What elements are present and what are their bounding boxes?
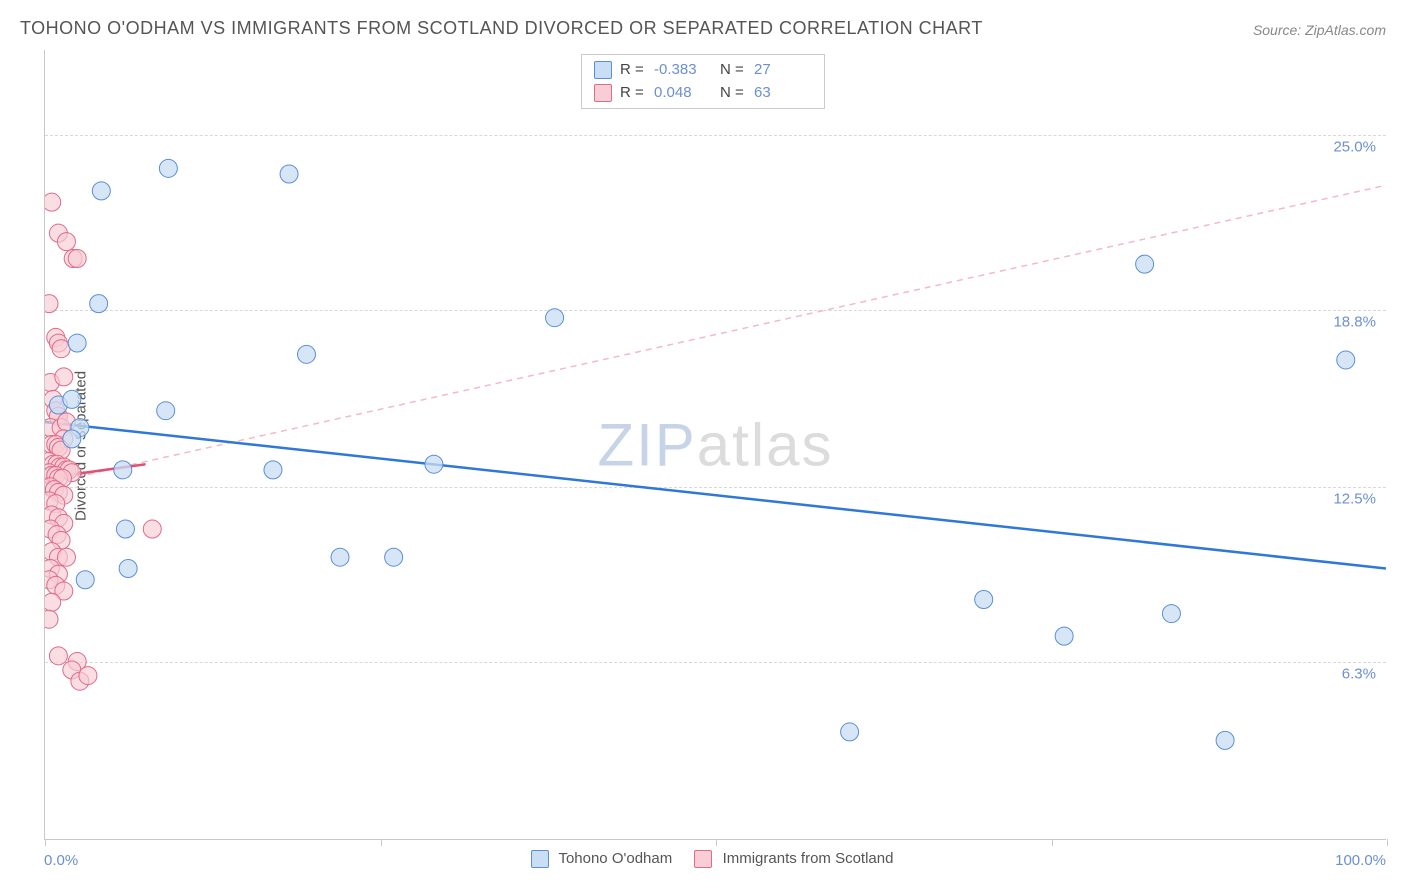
x-tick	[1052, 839, 1053, 846]
stat-tohono-R: -0.383	[654, 59, 712, 82]
legend-label-scotland: Immigrants from Scotland	[723, 850, 894, 867]
stat-R-label: R =	[620, 59, 646, 82]
stat-tohono-N: 27	[754, 59, 812, 82]
stat-row-tohono: R = -0.383 N = 27	[594, 59, 812, 82]
x-tick	[716, 839, 717, 846]
legend-swatch-scotland-icon	[694, 850, 712, 868]
stat-N-label: N =	[720, 59, 746, 82]
bottom-legend: Tohono O'odham Immigrants from Scotland	[0, 850, 1406, 868]
scatter-plot-svg	[45, 50, 1386, 839]
swatch-tohono-icon	[594, 61, 612, 79]
stat-R-label2: R =	[620, 82, 646, 105]
chart-title: TOHONO O'ODHAM VS IMMIGRANTS FROM SCOTLA…	[20, 18, 983, 39]
stat-row-scotland: R = 0.048 N = 63	[594, 82, 812, 105]
x-tick	[1387, 839, 1388, 846]
legend-label-tohono: Tohono O'odham	[558, 850, 672, 867]
x-tick	[381, 839, 382, 846]
stat-scotland-N: 63	[754, 82, 812, 105]
swatch-scotland-icon	[594, 84, 612, 102]
stat-scotland-R: 0.048	[654, 82, 712, 105]
chart-source: Source: ZipAtlas.com	[1253, 22, 1386, 38]
chart-container: TOHONO O'ODHAM VS IMMIGRANTS FROM SCOTLA…	[0, 0, 1406, 892]
stat-legend: R = -0.383 N = 27 R = 0.048 N = 63	[581, 54, 825, 109]
plot-area: ZIPatlas 6.3%12.5%18.8%25.0%	[44, 50, 1386, 840]
legend-swatch-tohono-icon	[531, 850, 549, 868]
stat-N-label2: N =	[720, 82, 746, 105]
x-tick	[45, 839, 46, 846]
